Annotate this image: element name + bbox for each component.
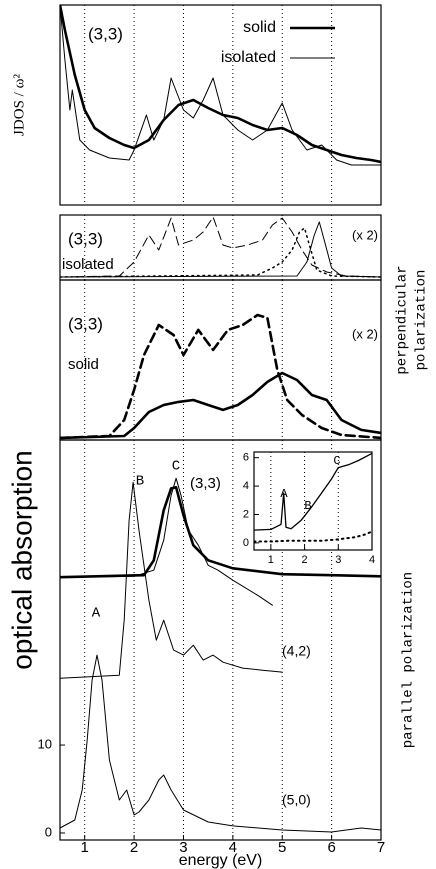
y-tick-label: 10	[38, 736, 52, 751]
annotation: (3,3)	[88, 24, 123, 43]
y-tick-label: 6	[243, 452, 249, 464]
annotation: B	[304, 499, 311, 513]
data-line	[60, 486, 381, 579]
data-line	[60, 481, 283, 679]
data-line	[60, 227, 381, 278]
data-line	[60, 216, 381, 278]
annotation: (x 2)	[352, 326, 378, 341]
y-axis-label: JDOS / ω²	[11, 74, 27, 136]
main-label: optical absorption	[6, 450, 37, 669]
annotation: (3,3)	[190, 475, 221, 492]
data-line	[60, 654, 381, 833]
legend-label: solid	[243, 19, 276, 36]
y-tick-label: 0	[243, 537, 249, 549]
x-tick-label: 4	[229, 839, 237, 856]
annotation: (x 2)	[352, 227, 378, 242]
annotation: C	[172, 459, 180, 475]
x-tick-label: 5	[278, 839, 286, 856]
right-label: polarization	[414, 270, 430, 371]
annotation: solid	[68, 356, 99, 373]
x-tick-label: 3	[335, 554, 341, 566]
x-tick-label: 3	[179, 839, 187, 856]
x-tick-label: 4	[369, 554, 375, 566]
annotation: isolated	[62, 256, 114, 273]
x-tick-label: 2	[302, 554, 308, 566]
annotation: (5,0)	[282, 792, 311, 808]
data-line	[254, 452, 372, 531]
y-tick-label: 4	[243, 480, 249, 492]
x-tick-label: 1	[81, 839, 89, 856]
x-tick-label: 7	[377, 839, 385, 856]
y-tick-label: 0	[45, 824, 52, 839]
data-line	[60, 313, 381, 440]
annotation: (3,3)	[68, 229, 103, 248]
data-line	[60, 477, 273, 606]
x-tick-label: 2	[130, 839, 138, 856]
x-axis-label: energy (eV)	[179, 852, 263, 869]
annotation: C	[333, 454, 340, 468]
annotation: B	[136, 474, 144, 490]
right-label: parallel polarization	[401, 572, 417, 748]
y-tick-label: 2	[243, 508, 249, 520]
panel-frame	[59, 279, 382, 441]
x-tick-label: 6	[327, 839, 335, 856]
annotation: A	[92, 606, 101, 622]
annotation: (4,2)	[282, 643, 311, 659]
annotation: (3,3)	[68, 314, 103, 333]
data-line	[254, 530, 372, 543]
legend-label: isolated	[221, 49, 276, 66]
annotation: A	[280, 487, 288, 501]
right-label: perpendicular	[395, 265, 411, 374]
data-line	[60, 5, 381, 166]
panel-frame	[253, 451, 373, 551]
data-line	[60, 371, 381, 440]
inset-background	[254, 452, 372, 550]
panel-frame	[59, 439, 382, 841]
data-line	[60, 221, 381, 278]
x-tick-label: 1	[268, 554, 274, 566]
panel-frame	[59, 4, 382, 206]
